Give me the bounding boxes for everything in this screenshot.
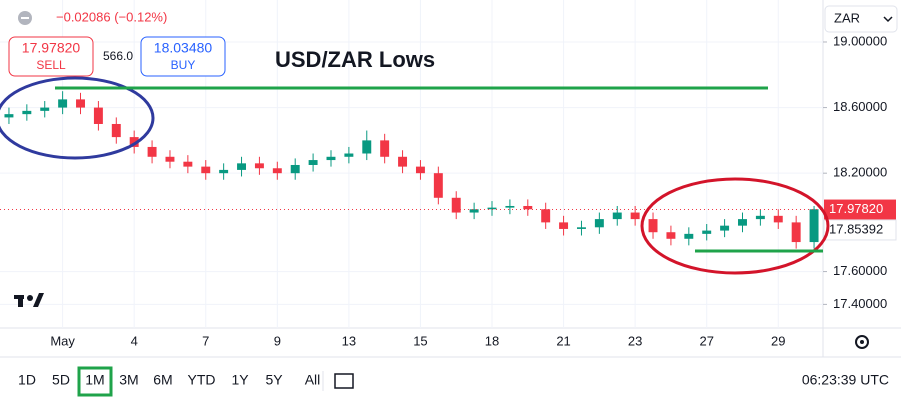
candle-body xyxy=(147,146,157,157)
candle-body xyxy=(201,166,211,174)
range-button[interactable]: 6M xyxy=(153,372,172,388)
annotation-title: USD/ZAR Lows xyxy=(275,47,435,72)
candle-body xyxy=(451,197,461,213)
candle-body xyxy=(738,219,747,226)
clock: 06:23:39 UTC xyxy=(802,372,889,388)
candle-body xyxy=(666,232,676,239)
red-ellipse xyxy=(640,177,830,275)
range-button[interactable]: 1Y xyxy=(231,372,249,388)
candle-body xyxy=(594,219,604,228)
range-button[interactable]: All xyxy=(305,372,321,388)
last-price-box xyxy=(824,199,896,220)
candle-body xyxy=(254,163,264,169)
candle-body xyxy=(648,219,658,233)
candle-body xyxy=(559,222,569,229)
candle-body xyxy=(720,225,730,231)
candle-body xyxy=(326,156,336,161)
candle-body xyxy=(755,215,765,220)
y-tick-label: 19.00000 xyxy=(833,33,887,48)
range-button[interactable]: YTD xyxy=(188,372,216,388)
candle-body xyxy=(433,173,443,198)
x-tick-label: 21 xyxy=(556,333,570,348)
candle-body xyxy=(183,161,193,167)
candle-body xyxy=(58,99,68,108)
candle-body xyxy=(344,153,354,157)
candle-body xyxy=(290,164,300,174)
x-tick-label: 9 xyxy=(274,333,281,348)
candle-body xyxy=(93,107,103,124)
marker-price-box xyxy=(823,219,897,241)
candle-body xyxy=(398,156,408,167)
candle-body xyxy=(219,169,229,174)
sell-price: 17.97820 xyxy=(22,40,81,56)
candle-body xyxy=(773,215,783,223)
y-tick-label: 17.40000 xyxy=(833,296,887,311)
toolbar: 1D 5D 1M 3M 6M YTD 1Y 5Y All xyxy=(18,366,321,397)
active-range-box xyxy=(77,366,113,397)
change: −0.02086 (−0.12%) xyxy=(56,9,167,24)
x-tick-label: 18 xyxy=(485,333,499,348)
candle-body xyxy=(684,233,694,239)
plot-area: 17.40000 17.60000 18.20000 18.60000 19.00000… xyxy=(0,0,897,348)
candle-body xyxy=(702,230,712,234)
x-tick-label: 4 xyxy=(131,333,138,348)
candle-body xyxy=(111,123,121,138)
settings-icon[interactable] xyxy=(855,335,869,349)
candle-body xyxy=(22,110,32,115)
last-price-label: 17.97820 xyxy=(829,201,883,216)
candle-body xyxy=(523,205,533,210)
range-button[interactable]: 5D xyxy=(52,372,70,388)
candle-body xyxy=(469,209,479,213)
x-tick-label: 29 xyxy=(771,333,785,348)
currency: ZAR xyxy=(834,10,860,25)
spread: 566.0 xyxy=(103,49,133,63)
blue-ellipse xyxy=(0,76,155,160)
candle-body xyxy=(165,156,175,162)
x-tick-label: 13 xyxy=(342,333,356,348)
y-tick-label: 18.60000 xyxy=(833,99,887,114)
candle-body xyxy=(541,209,551,223)
y-tick-label: 18.20000 xyxy=(833,165,887,180)
range-button[interactable]: 1M xyxy=(85,372,104,388)
candle-body xyxy=(630,212,640,220)
collapse-icon-bar xyxy=(21,17,29,19)
candle-body xyxy=(487,207,497,210)
candle-body xyxy=(362,140,372,154)
y-tick-label: 17.60000 xyxy=(833,263,887,278)
x-tick-label: 15 xyxy=(413,333,427,348)
candle-body xyxy=(237,163,247,170)
candle-body xyxy=(272,168,282,174)
candle-body xyxy=(129,137,139,147)
sell-label: SELL xyxy=(36,58,66,72)
x-tick-label: 27 xyxy=(699,333,713,348)
marker-price-label: 17.85392 xyxy=(829,221,883,236)
candle-body xyxy=(809,209,819,243)
x-tick-label: May xyxy=(50,333,75,348)
candle-body xyxy=(791,222,801,243)
candle-body xyxy=(612,212,622,220)
candle-body xyxy=(4,114,14,118)
candle-body xyxy=(505,205,515,208)
candle-body xyxy=(576,227,586,229)
range-button[interactable]: 3M xyxy=(119,372,138,388)
buy-price: 18.03480 xyxy=(154,40,213,56)
sell-button[interactable] xyxy=(8,36,94,77)
candle-body xyxy=(415,166,425,174)
buy-button[interactable] xyxy=(140,36,226,77)
compare-icon[interactable] xyxy=(322,371,354,391)
candle-body xyxy=(76,99,85,108)
currency-select[interactable] xyxy=(824,5,898,33)
candle-body xyxy=(380,140,390,157)
x-tick-label: 23 xyxy=(628,333,642,348)
range-button[interactable]: 5Y xyxy=(265,372,283,388)
x-tick-label: 7 xyxy=(202,333,209,348)
buy-label: BUY xyxy=(171,58,196,72)
range-button[interactable]: 1D xyxy=(18,372,36,388)
dropdown-arrow xyxy=(883,16,893,23)
candle-body xyxy=(40,107,50,111)
logo xyxy=(14,293,44,307)
candle-body xyxy=(308,160,318,165)
